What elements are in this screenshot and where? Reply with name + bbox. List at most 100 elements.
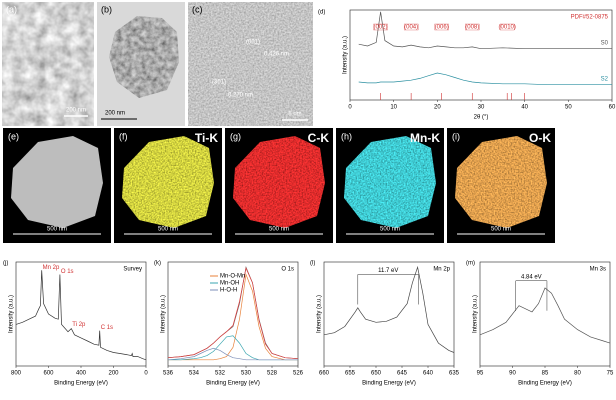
- tem-particle: [109, 16, 179, 98]
- x-tick-label: 655: [345, 371, 356, 377]
- panel-b: (b) 200 nm: [97, 2, 185, 126]
- x-tick-label: 660: [319, 371, 330, 377]
- y-axis-label: Intensity (a.u.): [161, 295, 167, 333]
- panel-label: (e): [8, 131, 19, 141]
- hrtem-image: [188, 2, 313, 126]
- series-line: [358, 11, 612, 50]
- element-label: O-K: [529, 131, 551, 145]
- scale-text: 200 nm: [105, 111, 125, 117]
- chart-title: Mn 3s: [590, 267, 606, 273]
- scale-text: 500 nm: [380, 227, 400, 233]
- annotation: (008): [465, 25, 479, 31]
- x-tick-label: 528: [267, 371, 278, 377]
- annotation: (0010): [499, 25, 516, 31]
- peak-label: O 1s: [61, 269, 74, 275]
- annotation-box: [403, 23, 419, 31]
- series-line: [167, 347, 298, 361]
- peak-split-label: 11.7 eV: [378, 268, 398, 274]
- sem-image: [2, 2, 94, 126]
- legend-label: Mn-O-Mn: [220, 274, 245, 280]
- lattice-plane: (001): [246, 40, 260, 46]
- annotation: (006): [435, 25, 449, 31]
- panel-label: (h): [341, 131, 352, 141]
- panel-h: (h) Mn-K 500 nm: [336, 128, 444, 243]
- x-tick-label: 645: [397, 371, 408, 377]
- scale-text: 5 nm: [288, 112, 301, 118]
- series-line: [167, 267, 299, 360]
- x-axis-label: Binding Energy (eV): [54, 381, 108, 387]
- series-line: [168, 273, 298, 361]
- x-tick-label: 635: [449, 371, 460, 377]
- panel-label: (b): [101, 4, 112, 14]
- plot-frame: [349, 9, 613, 101]
- x-tick-label: 20: [434, 105, 441, 111]
- x-tick-label: 600: [43, 371, 54, 377]
- x-tick-label: 50: [565, 105, 572, 111]
- x-tick-label: 400: [76, 371, 87, 377]
- panel-label: (c): [192, 4, 203, 14]
- x-axis-label: 2θ (°): [474, 115, 489, 121]
- series-line: [479, 287, 611, 344]
- panel-label: (a): [6, 4, 17, 14]
- annotation-box: [434, 23, 449, 31]
- reference-label: PDF#52-0875: [571, 15, 609, 21]
- x-tick-label: 80: [574, 371, 581, 377]
- panel-label: (k): [154, 261, 161, 267]
- lattice-plane: (301): [212, 80, 226, 86]
- legend-label: H-O-H: [220, 288, 237, 294]
- y-axis-label: Intensity (a.u.): [343, 36, 349, 74]
- panel-label: (l): [310, 261, 315, 267]
- x-tick-label: 650: [371, 371, 382, 377]
- x-tick-label: 530: [241, 371, 252, 377]
- annotation-box: [500, 23, 515, 31]
- x-tick-label: 526: [293, 371, 304, 377]
- peak-split-label: 4.84 eV: [521, 274, 542, 280]
- plot-frame: [167, 261, 299, 367]
- scale-text: 500 nm: [491, 227, 511, 233]
- lattice-spacing: 0.426 nm: [264, 52, 289, 58]
- x-tick-label: 0: [348, 105, 352, 111]
- panel-label: (d): [318, 10, 325, 16]
- y-axis-label: Intensity (a.u.): [317, 295, 323, 333]
- chart-title: O 1s: [281, 267, 294, 273]
- legend-label: S0: [601, 40, 609, 46]
- element-label: Mn-K: [410, 131, 440, 145]
- x-axis-label: Binding Energy (eV): [206, 381, 260, 387]
- plot-frame: [15, 261, 147, 367]
- series-line: [358, 72, 612, 86]
- peak-label: C 1s: [101, 325, 113, 331]
- x-tick-label: 85: [542, 371, 549, 377]
- x-axis-label: Binding Energy (eV): [518, 381, 572, 387]
- peak-split-bracket: [515, 280, 548, 311]
- series-line: [323, 265, 455, 353]
- panel-label: (g): [230, 131, 241, 141]
- series-line: [15, 270, 147, 361]
- y-axis-label: Intensity (a.u.): [9, 295, 15, 333]
- scale-text: 500 nm: [158, 227, 178, 233]
- lattice-spacing: 0.270 nm: [228, 93, 253, 99]
- x-tick-label: 640: [423, 371, 434, 377]
- x-tick-label: 75: [607, 371, 614, 377]
- x-tick-label: 532: [215, 371, 226, 377]
- annotation-box: [465, 23, 480, 31]
- x-tick-label: 95: [477, 371, 484, 377]
- panel-i: (i) O-K 500 nm: [447, 128, 555, 243]
- annotation: (004): [404, 25, 418, 31]
- peak-split-bracket: [357, 274, 419, 305]
- x-tick-label: 40: [521, 105, 528, 111]
- peak-label: Ti 2p: [72, 322, 86, 328]
- legend-label: Mn-OH: [220, 281, 239, 287]
- x-tick-label: 200: [108, 371, 119, 377]
- x-tick-label: 90: [509, 371, 516, 377]
- annotation: (002): [374, 25, 388, 31]
- x-tick-label: 30: [478, 105, 485, 111]
- panel-g: (g) C-K 500 nm: [225, 128, 333, 243]
- panel-label: (i): [452, 131, 460, 141]
- scale-text: 500 nm: [269, 227, 289, 233]
- scale-text: 500 nm: [47, 227, 67, 233]
- x-tick-label: 10: [390, 105, 397, 111]
- panel-c: (c) (001) 0.426 nm (301) 0.270 nm 5 nm: [188, 2, 313, 126]
- element-label: C-K: [308, 131, 330, 145]
- x-tick-label: 536: [163, 371, 174, 377]
- scale-text: 200 nm: [66, 108, 86, 114]
